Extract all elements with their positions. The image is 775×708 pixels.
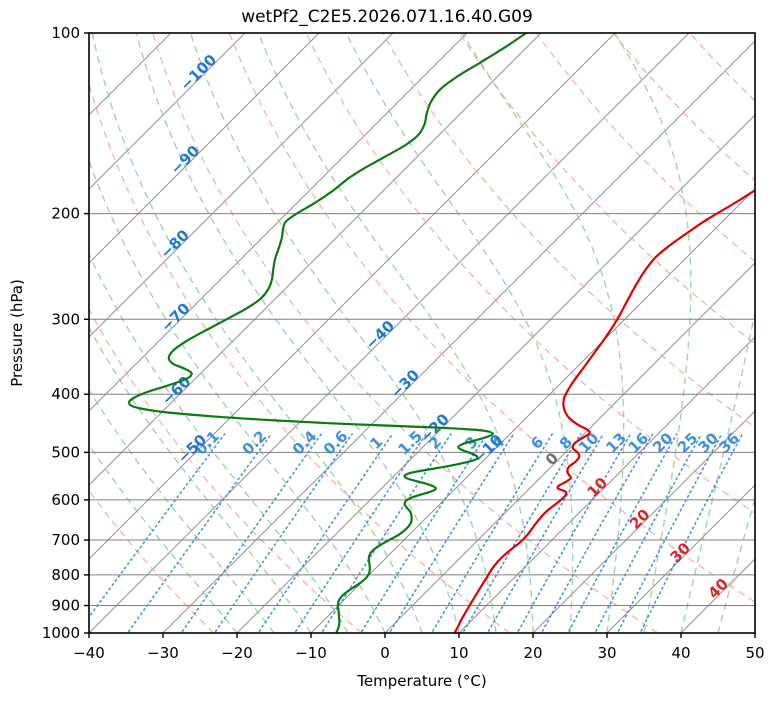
- y-tick-label: 300: [51, 310, 80, 328]
- x-axis-label: Temperature (°C): [356, 672, 486, 690]
- x-tick-label: −30: [147, 644, 179, 662]
- x-tick-label: 40: [671, 644, 690, 662]
- y-tick-label: 100: [51, 24, 80, 42]
- y-tick-label: 500: [51, 443, 80, 461]
- x-tick-label: −10: [295, 644, 327, 662]
- y-axis: 100 200 300 400 500 600 700 800 900 1000: [42, 24, 89, 642]
- plot-background: [89, 33, 755, 633]
- profile-curves: [127, 33, 755, 633]
- y-axis-label: Pressure (hPa): [8, 279, 26, 387]
- x-tick-label: −20: [221, 644, 253, 662]
- x-axis: −40 −30 −20 −10 0 10 20 30 40 50: [73, 633, 765, 662]
- plot-border: [88, 32, 756, 634]
- x-tick-label: 50: [745, 644, 764, 662]
- x-tick-label: 30: [597, 644, 616, 662]
- y-tick-label: 600: [51, 491, 80, 509]
- y-tick-label: 1000: [42, 624, 80, 642]
- x-tick-label: 20: [523, 644, 542, 662]
- x-tick-label: 10: [449, 644, 468, 662]
- y-tick-label: 700: [51, 531, 80, 549]
- x-tick-label: 0: [380, 644, 390, 662]
- x-tick-label: −40: [73, 644, 105, 662]
- y-tick-label: 800: [51, 566, 80, 584]
- dewpoint-curve: [127, 33, 528, 633]
- background-grid-lines: [89, 33, 755, 633]
- y-tick-label: 900: [51, 597, 80, 615]
- y-tick-label: 400: [51, 385, 80, 403]
- temperature-curve: [453, 189, 755, 633]
- page-title: wetPf2_C2E5.2026.071.16.40.G09: [241, 7, 533, 27]
- y-tick-label: 200: [51, 205, 80, 223]
